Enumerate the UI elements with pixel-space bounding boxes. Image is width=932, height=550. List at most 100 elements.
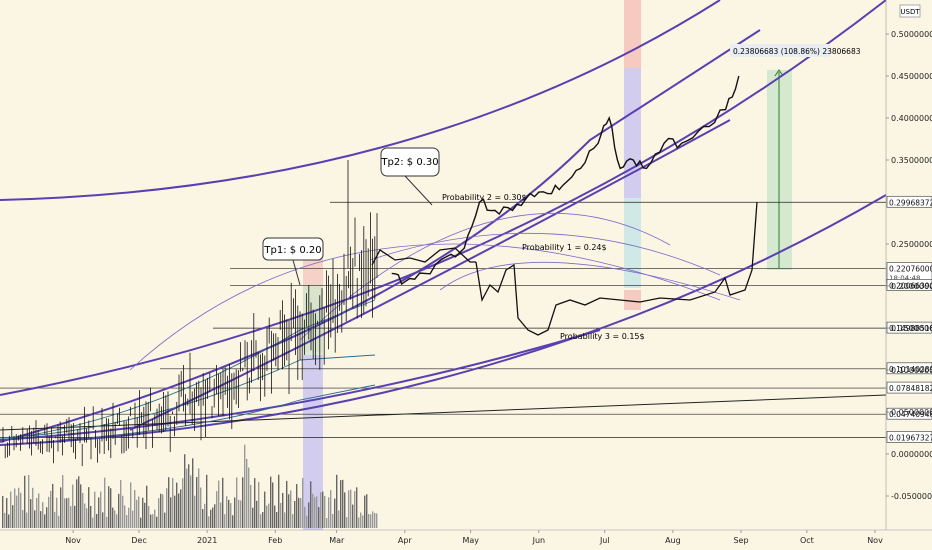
volume-bar <box>70 506 72 528</box>
measure-arrowhead <box>774 69 784 77</box>
volume-bar <box>204 503 206 528</box>
x-tick-label: Oct <box>800 536 814 545</box>
volume-bar <box>72 484 74 528</box>
volume-bar <box>302 478 304 528</box>
volume-bar <box>240 500 242 528</box>
volume-bar <box>108 486 110 528</box>
volume-bar <box>160 493 162 528</box>
volume-bar <box>166 488 168 528</box>
volume-bar <box>370 514 372 528</box>
measure-label-bg <box>730 44 830 57</box>
volume-bar <box>222 477 224 528</box>
prob1-label: Probability 1 = 0.24$ <box>522 243 607 252</box>
level-tag <box>886 431 932 443</box>
level-label: 0.20066390 <box>889 281 932 290</box>
volume-bar <box>196 476 198 528</box>
volume-bar <box>26 512 28 528</box>
volume-bar <box>14 488 16 528</box>
volume-bar <box>342 479 344 528</box>
volume-bar <box>326 517 328 528</box>
volume-bar <box>366 494 368 528</box>
volume-bar <box>358 517 360 528</box>
horizontal-levels: 0.299683720.2207600018:04:480.200663900.… <box>0 195 932 443</box>
volume-bar <box>258 481 260 528</box>
measure-label: 0.23806683 (108.86%) 23806683 <box>733 47 861 56</box>
volume-bar <box>138 496 140 528</box>
volume-bar <box>310 481 312 528</box>
volume-bar <box>50 490 52 528</box>
level-label: 0.04740948 <box>889 410 932 419</box>
alt-scenario-line-low <box>371 247 476 266</box>
volume-bar <box>182 478 184 528</box>
volume-bar <box>86 508 88 528</box>
channel-curve <box>0 194 887 446</box>
volume-bar <box>4 512 6 528</box>
projection-band-blue <box>624 68 641 198</box>
level-label: 0.22076000 <box>889 265 932 274</box>
volume-bar <box>20 492 22 528</box>
volume-bar <box>252 507 254 528</box>
volume-bar <box>36 497 38 528</box>
tp1-callout: Tp1: $ 0.20 <box>262 237 324 286</box>
volume-bar <box>264 491 266 528</box>
volume-bar <box>120 480 122 528</box>
volume-bar <box>64 498 66 528</box>
volume-bar <box>52 483 54 528</box>
volume-bar <box>344 492 346 528</box>
volume-bar <box>128 507 130 528</box>
volume-bar <box>234 497 236 528</box>
projection-arc <box>369 232 721 276</box>
volume-bar <box>232 515 234 528</box>
volume-bar <box>282 492 284 528</box>
x-tick-label: Jul <box>599 536 610 545</box>
volume-bar <box>198 468 200 528</box>
volume-bar <box>336 474 338 528</box>
x-tick-label: Apr <box>398 536 413 545</box>
volume-bar <box>122 495 124 528</box>
volume-bar <box>210 509 212 528</box>
volume-bar <box>126 515 128 528</box>
volume-bar <box>76 479 78 528</box>
volume-bar <box>338 510 340 528</box>
volume-bar <box>260 514 262 528</box>
volume-bar <box>46 507 48 528</box>
volume-bar <box>304 506 306 528</box>
alt-scenario-line <box>475 201 758 336</box>
volume-bar <box>56 497 58 528</box>
volume-bar <box>350 489 352 528</box>
volume-bar <box>116 514 118 528</box>
x-tick-label: Dec <box>131 536 146 545</box>
volume-bar <box>130 482 132 528</box>
volume-bar <box>220 502 222 528</box>
volume-bar <box>68 497 70 528</box>
volume-bar <box>292 514 294 528</box>
volume-bar <box>164 512 166 528</box>
prob3-label: Probability 3 = 0.15$ <box>560 332 645 341</box>
x-axis[interactable]: Nov Dec 2021 Feb Mar Apr May Jun Jul Aug Sep Oct Nov <box>65 530 883 545</box>
volume-bar <box>334 498 336 528</box>
volume-bar <box>156 516 158 528</box>
volume-bar <box>256 500 258 528</box>
volume-bar <box>40 511 42 528</box>
tp2-label: Tp2: $ 0.30 <box>380 157 438 168</box>
volume-bar <box>216 491 218 528</box>
volume-bar <box>8 514 10 528</box>
volume-bar <box>328 497 330 528</box>
volume-bar <box>208 516 210 528</box>
tp1-label: Tp1: $ 0.20 <box>263 245 321 256</box>
volume-bar <box>300 498 302 528</box>
volume-bar <box>308 502 310 528</box>
y-tick-label: 0.00000000 <box>891 450 932 459</box>
volume-bar <box>374 512 376 528</box>
x-tick-label: 2021 <box>197 536 217 545</box>
volume-bar <box>104 477 106 528</box>
volume-bar <box>44 514 46 528</box>
currency-badge[interactable] <box>899 4 921 18</box>
projection-arc <box>439 261 741 301</box>
volume-bar <box>360 512 362 528</box>
